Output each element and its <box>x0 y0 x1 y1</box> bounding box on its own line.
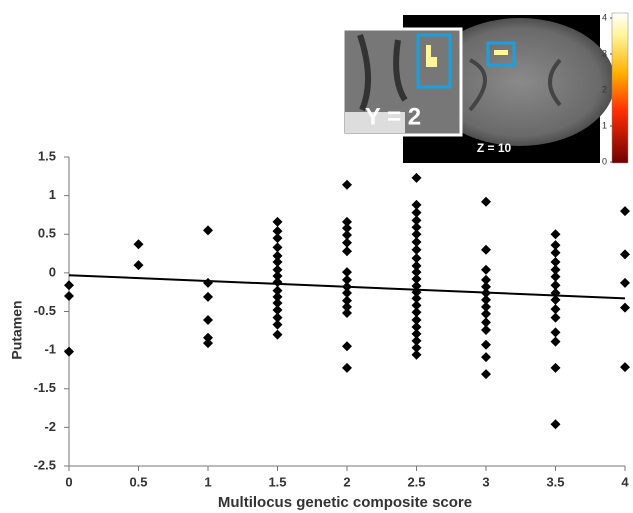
point <box>203 315 213 325</box>
x-tick-label: 2.5 <box>407 474 425 489</box>
x-tick-label: 4 <box>621 474 629 489</box>
x-tick-label: 1 <box>204 474 211 489</box>
point <box>481 245 491 255</box>
colorbar-tick-label: 2 <box>602 84 607 94</box>
point <box>481 369 491 379</box>
point <box>203 278 213 288</box>
point <box>481 197 491 207</box>
y-axis-label: Putamen <box>9 300 25 359</box>
y-tick-label: -1.5 <box>34 380 56 395</box>
point <box>203 338 213 348</box>
x-tick-label: 0.5 <box>129 474 147 489</box>
y-tick-label: 0 <box>49 264 56 279</box>
x-tick-label: 3 <box>482 474 489 489</box>
point <box>551 229 561 239</box>
point <box>342 180 352 190</box>
point <box>412 173 422 183</box>
x-tick-label: 0 <box>65 474 72 489</box>
point <box>273 233 283 243</box>
point <box>134 239 144 249</box>
point <box>481 352 491 362</box>
point <box>551 419 561 429</box>
point <box>620 278 630 288</box>
point <box>203 292 213 302</box>
brain-inset: Z = 10 Y = 2 <box>343 13 628 163</box>
colorbar-tick-label: 4 <box>602 12 607 22</box>
point <box>620 303 630 313</box>
x-axis-label: Multilocus genetic composite score <box>218 494 472 511</box>
colorbar-tick-label: 3 <box>602 48 607 58</box>
point <box>620 362 630 372</box>
y-tick-label: 1.5 <box>38 148 56 163</box>
point <box>481 265 491 275</box>
point <box>342 246 352 256</box>
y-tick-label: 1 <box>49 187 56 202</box>
point <box>342 308 352 318</box>
y-tick-label: -2.5 <box>34 457 56 472</box>
point <box>481 325 491 335</box>
x-tick-label: 3.5 <box>546 474 564 489</box>
point <box>551 363 561 373</box>
x-tick-label: 2 <box>343 474 350 489</box>
coronal-label: Y = 2 <box>365 103 421 130</box>
point <box>551 327 561 337</box>
point <box>620 206 630 216</box>
x-tick-label: 1.5 <box>268 474 286 489</box>
y-tick-label: -2 <box>44 419 56 434</box>
point <box>64 291 74 301</box>
y-tick-label: -1 <box>44 342 56 357</box>
axial-label: Z = 10 <box>477 141 512 155</box>
y-tick-label: 0.5 <box>38 226 56 241</box>
colorbar <box>612 13 628 163</box>
colorbar-tick-label: 1 <box>602 120 607 130</box>
point <box>64 280 74 290</box>
point <box>342 363 352 373</box>
point <box>412 350 422 360</box>
point <box>551 313 561 323</box>
point <box>273 320 283 330</box>
axial-activation <box>494 50 508 55</box>
point <box>481 340 491 350</box>
y-tick-label: -0.5 <box>34 303 56 318</box>
point <box>64 347 74 357</box>
point <box>551 248 561 258</box>
colorbar-tick-label: 0 <box>602 156 607 166</box>
point <box>273 330 283 340</box>
point <box>203 225 213 235</box>
point <box>273 217 283 227</box>
chart: Z = 10 Y = 2 Putamen Multilocus genetic … <box>0 0 633 513</box>
point <box>620 249 630 259</box>
point <box>551 337 561 347</box>
point <box>342 341 352 351</box>
point <box>134 260 144 270</box>
